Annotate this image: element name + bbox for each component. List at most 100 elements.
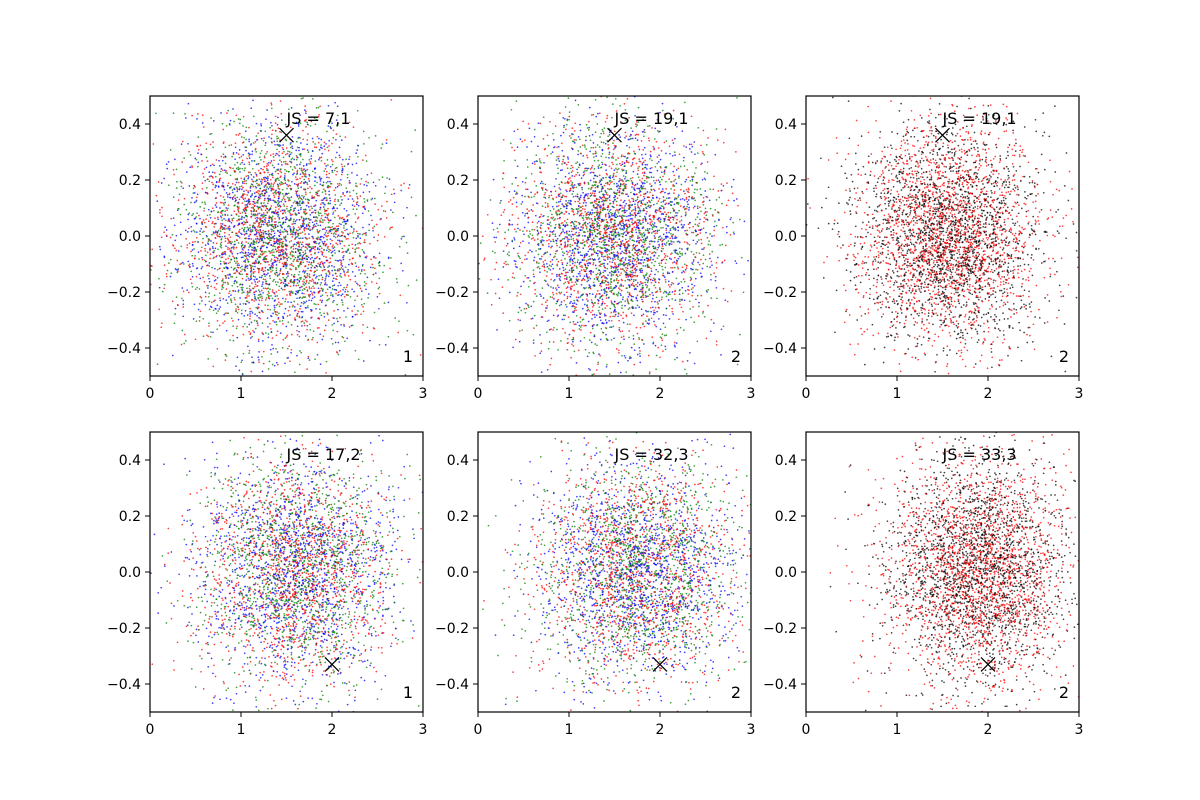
scatter-point — [263, 194, 265, 197]
scatter-point — [337, 239, 339, 242]
scatter-point — [283, 161, 285, 163]
scatter-point — [252, 214, 255, 217]
scatter-point — [218, 324, 221, 327]
scatter-point — [334, 259, 337, 262]
scatter-point — [265, 232, 268, 235]
scatter-point — [279, 205, 282, 208]
scatter-point — [252, 262, 254, 265]
scatter-point — [242, 333, 245, 336]
scatter-point — [270, 220, 273, 223]
scatter-point — [297, 255, 299, 258]
scatter-point — [299, 257, 301, 260]
scatter-point — [536, 160, 538, 163]
scatter-point — [280, 241, 282, 244]
scatter-point — [314, 143, 316, 145]
scatter-point — [304, 246, 307, 248]
scatter-point — [182, 299, 185, 302]
scatter-point — [293, 276, 295, 278]
scatter-point — [280, 254, 282, 257]
scatter-point — [253, 331, 256, 333]
scatter-point — [259, 152, 262, 155]
scatter-point — [238, 156, 241, 159]
x-tick-label: 1 — [237, 386, 246, 402]
scatter-point — [295, 178, 298, 181]
scatter-point — [342, 218, 345, 221]
scatter-point — [293, 273, 296, 276]
scatter-point — [324, 193, 327, 195]
scatter-point — [228, 273, 231, 275]
scatter-point — [275, 361, 278, 364]
scatter-point — [303, 229, 306, 232]
scatter-point — [299, 177, 301, 180]
scatter-point — [209, 247, 211, 250]
scatter-point — [238, 215, 240, 218]
scatter-point — [302, 200, 304, 203]
scatter-point — [651, 232, 653, 234]
scatter-point — [378, 264, 381, 267]
scatter-point — [221, 284, 224, 287]
scatter-point — [341, 265, 344, 267]
scatter-point — [275, 267, 278, 269]
scatter-point — [402, 217, 405, 219]
scatter-point — [250, 173, 253, 176]
scatter-point — [371, 197, 374, 200]
scatter-point — [325, 371, 327, 374]
scatter-point — [622, 222, 625, 225]
scatter-point — [271, 174, 274, 177]
scatter-point — [546, 265, 549, 268]
scatter-point — [251, 312, 254, 314]
scatter-point — [341, 301, 344, 304]
scatter-point — [276, 238, 279, 241]
scatter-point — [621, 205, 623, 207]
scatter-point — [289, 292, 292, 295]
scatter-point — [253, 209, 255, 211]
scatter-point — [363, 232, 365, 235]
scatter-point — [290, 301, 292, 304]
scatter-point — [249, 333, 252, 336]
scatter-point — [278, 182, 281, 185]
scatter-point — [258, 361, 260, 364]
scatter-point — [302, 138, 305, 141]
scatter-point — [209, 253, 212, 256]
scatter-point — [319, 219, 321, 222]
scatter-point — [284, 235, 287, 238]
scatter-point — [303, 173, 306, 176]
scatter-point — [253, 233, 256, 236]
scatter-point — [188, 264, 190, 267]
scatter-point — [329, 202, 331, 205]
scatter-point — [323, 249, 325, 251]
scatter-point — [158, 277, 160, 280]
scatter-point — [363, 201, 366, 203]
scatter-point — [236, 266, 239, 269]
scatter-point — [348, 121, 351, 124]
scatter-point — [213, 164, 215, 167]
scatter-point — [299, 286, 301, 289]
scatter-point — [289, 230, 292, 232]
scatter-point — [365, 184, 368, 187]
scatter-point — [262, 339, 264, 342]
scatter-point — [270, 217, 273, 219]
scatter-point — [340, 195, 342, 198]
scatter-point — [646, 281, 649, 284]
scatter-point — [188, 185, 191, 187]
scatter-point — [336, 170, 339, 173]
scatter-point — [326, 159, 329, 161]
scatter-point — [262, 177, 265, 179]
scatter-point — [237, 153, 240, 155]
scatter-point — [331, 228, 334, 231]
scatter-point — [301, 316, 304, 318]
scatter-point — [222, 253, 225, 255]
scatter-point — [340, 163, 343, 166]
scatter-point — [248, 352, 250, 354]
scatter-point — [667, 280, 670, 283]
scatter-point — [239, 118, 242, 121]
scatter-point — [279, 249, 282, 252]
scatter-point — [632, 280, 635, 283]
scatter-point — [311, 137, 314, 140]
scatter-point — [356, 144, 359, 147]
scatter-point — [235, 152, 238, 154]
scatter-point — [342, 268, 344, 271]
scatter-point — [328, 261, 331, 264]
scatter-point — [621, 354, 623, 357]
scatter-point — [248, 295, 250, 297]
